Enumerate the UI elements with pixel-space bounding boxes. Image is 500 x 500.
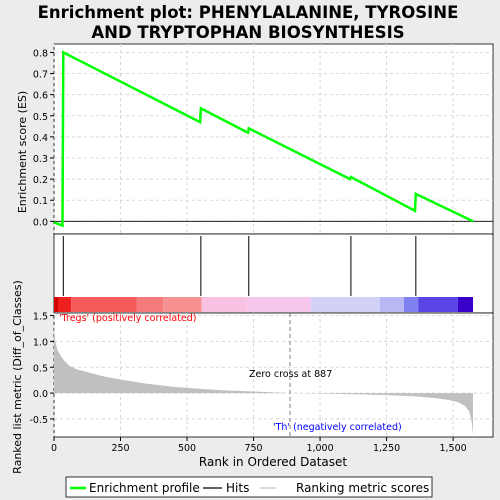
heatmap-segment: [457, 297, 474, 312]
es-y-tick-label: 0.7: [33, 70, 48, 81]
x-tick-label: 500: [178, 443, 196, 454]
heatmap-segment: [54, 297, 58, 312]
es-y-tick-label: 0.6: [33, 91, 48, 102]
legend-box: [65, 476, 433, 498]
legend-ranking-label: Ranking metric scores: [296, 481, 429, 495]
legend-enrichment-label: Enrichment profile: [89, 481, 200, 495]
heatmap-segment: [379, 297, 404, 312]
es-y-tick-label: 0.5: [33, 112, 48, 123]
x-tick-label: 1,000: [306, 443, 333, 454]
rk-y-tick-label: 1.0: [33, 337, 48, 348]
x-tick-label: 0: [51, 443, 57, 454]
enrichment-profile-line: [53, 50, 474, 228]
zero-cross-label: Zero cross at 887: [249, 369, 332, 380]
x-axis-label: Rank in Ordered Dataset: [199, 455, 347, 469]
rk-y-tick-label: -0.5: [29, 415, 48, 426]
es-y-axis-label: Enrichment score (ES): [16, 91, 29, 213]
heatmap-segment: [57, 297, 72, 312]
heatmap-segment: [201, 297, 247, 312]
heatmap-segment: [403, 297, 419, 312]
es-y-tick-label: 0.0: [33, 217, 48, 228]
x-tick-label: 1,250: [373, 443, 400, 454]
heatmap-segment: [163, 297, 202, 312]
negative-class-label: 'Th' (negatively correlated): [273, 422, 402, 433]
rk-y-tick-label: 1.5: [33, 312, 48, 323]
x-tick-label: 1,500: [439, 443, 466, 454]
es-y-tick-label: 0.4: [33, 133, 48, 144]
heatmap-segment: [136, 297, 164, 312]
heatmap-segment: [310, 297, 380, 312]
ranking-panel: [53, 312, 494, 438]
positive-class-label: 'Tregs' (positively correlated): [59, 313, 197, 324]
legend-hits-label: Hits: [226, 481, 249, 495]
es-y-tick-label: 0.8: [33, 48, 48, 59]
es-y-tick-label: 0.1: [33, 196, 48, 207]
es-y-tick-label: 0.2: [33, 175, 48, 186]
rk-y-tick-label: 0.0: [33, 389, 48, 400]
heatmap-segment: [71, 297, 137, 312]
chart-title-line-2: AND TRYPTOPHAN BIOSYNTHESIS: [91, 23, 404, 42]
x-tick-label: 250: [111, 443, 129, 454]
heatmap-segment: [418, 297, 458, 312]
x-tick-label: 750: [244, 443, 262, 454]
heatmap-segment: [246, 297, 311, 312]
ranking-y-axis-label: Ranked list metric (Diff_of_Classes): [11, 280, 24, 474]
chart-title-line-1: Enrichment plot: PHENYLALANINE, TYROSINE: [38, 3, 459, 22]
rk-y-tick-label: 0.5: [33, 363, 48, 374]
es-y-tick-label: 0.3: [33, 154, 48, 165]
enrichment-panel: [53, 43, 494, 235]
